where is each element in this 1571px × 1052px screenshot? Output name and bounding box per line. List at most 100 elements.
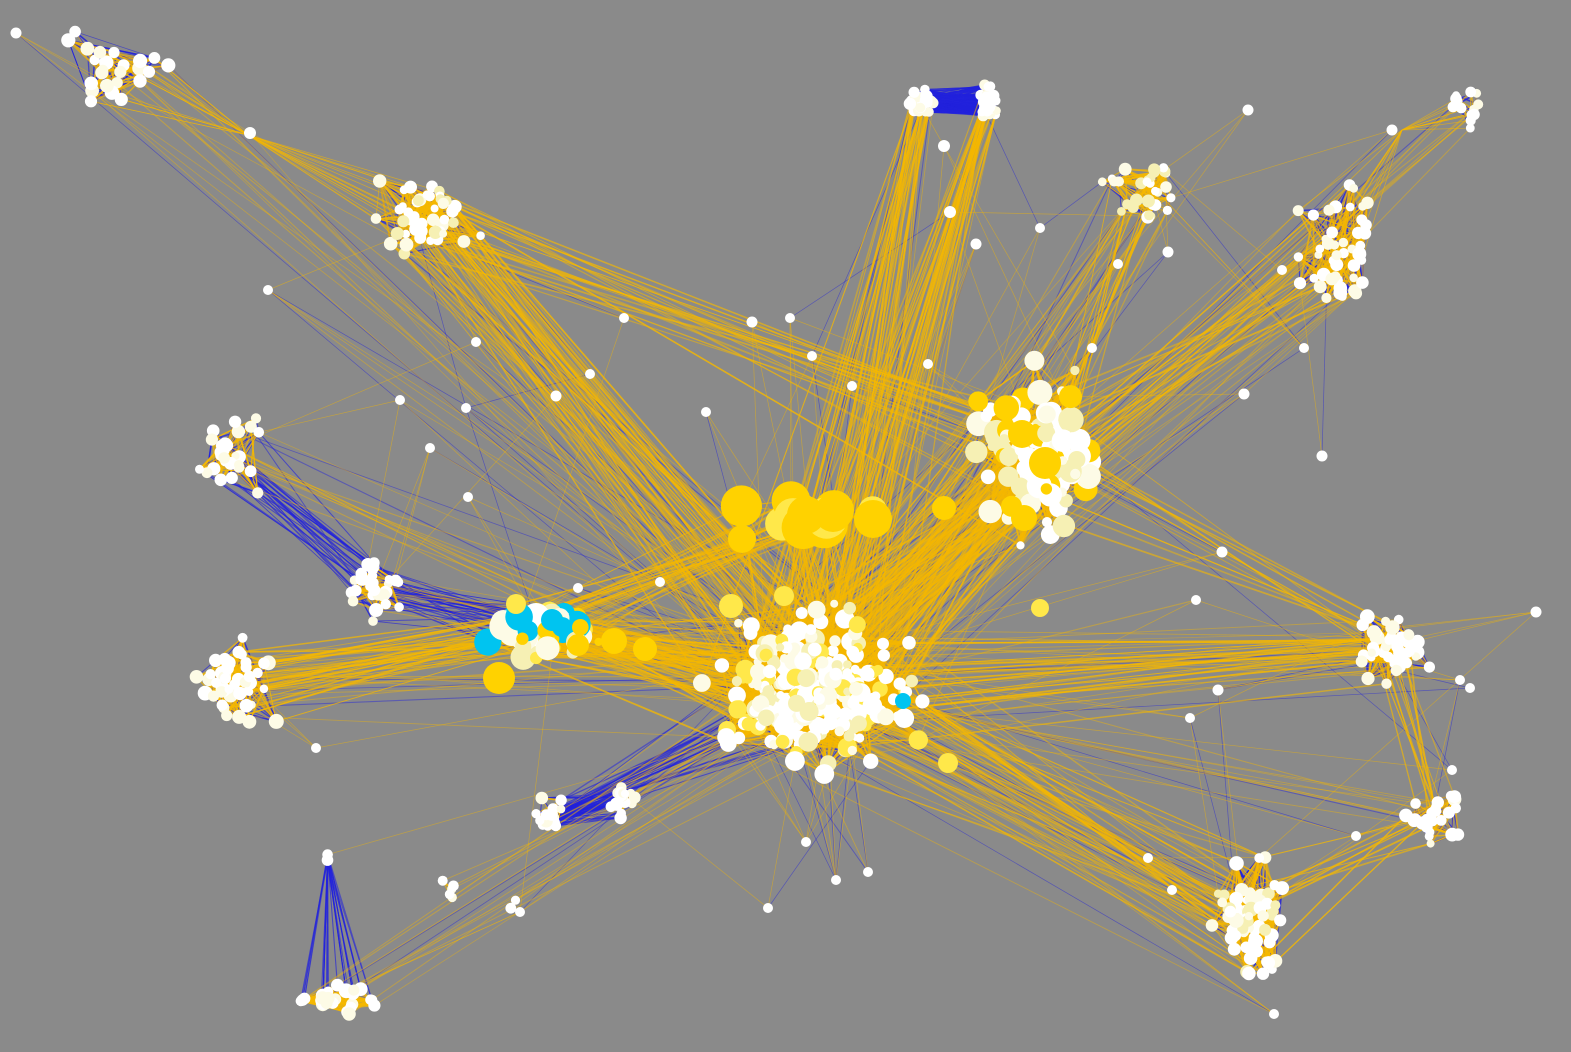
graph-node[interactable] xyxy=(620,789,630,798)
graph-node[interactable] xyxy=(370,213,382,224)
graph-node-highlighted[interactable] xyxy=(552,617,572,637)
graph-node[interactable] xyxy=(905,674,918,688)
graph-node[interactable] xyxy=(1027,379,1053,405)
graph-node[interactable] xyxy=(1059,493,1073,508)
graph-node[interactable] xyxy=(1429,804,1442,817)
graph-node[interactable] xyxy=(1349,183,1359,193)
graph-node[interactable] xyxy=(780,641,793,654)
graph-node[interactable] xyxy=(847,381,857,391)
graph-node[interactable] xyxy=(1227,942,1241,956)
graph-node[interactable] xyxy=(1465,683,1475,693)
graph-node[interactable] xyxy=(232,709,247,724)
graph-node[interactable] xyxy=(993,395,1019,421)
graph-node[interactable] xyxy=(84,76,98,91)
graph-node[interactable] xyxy=(476,231,485,240)
graph-node-highlighted[interactable] xyxy=(601,628,627,654)
graph-node[interactable] xyxy=(446,205,459,218)
graph-node[interactable] xyxy=(1357,247,1366,257)
graph-node[interactable] xyxy=(1421,813,1433,826)
graph-node[interactable] xyxy=(1242,966,1256,981)
graph-node[interactable] xyxy=(390,227,404,240)
graph-node[interactable] xyxy=(1097,177,1107,187)
graph-node[interactable] xyxy=(847,745,857,756)
graph-node[interactable] xyxy=(209,653,223,668)
graph-node[interactable] xyxy=(437,875,448,886)
graph-node[interactable] xyxy=(795,607,808,619)
graph-node[interactable] xyxy=(1242,104,1254,116)
graph-node[interactable] xyxy=(1191,595,1201,605)
graph-node[interactable] xyxy=(1465,123,1475,133)
graph-node[interactable] xyxy=(877,637,889,650)
graph-node[interactable] xyxy=(1224,905,1237,918)
graph-node[interactable] xyxy=(1254,853,1265,863)
graph-node[interactable] xyxy=(404,180,417,194)
graph-node[interactable] xyxy=(1338,237,1349,248)
graph-node[interactable] xyxy=(789,621,809,641)
graph-node[interactable] xyxy=(394,204,405,215)
graph-node[interactable] xyxy=(1117,207,1126,216)
graph-node[interactable] xyxy=(259,684,269,694)
graph-node[interactable] xyxy=(298,992,311,1005)
graph-node[interactable] xyxy=(505,902,517,914)
graph-node[interactable] xyxy=(776,691,785,700)
graph-node[interactable] xyxy=(1425,827,1435,837)
graph-node[interactable] xyxy=(1530,606,1542,618)
graph-node[interactable] xyxy=(1160,181,1172,193)
graph-node[interactable] xyxy=(216,699,228,711)
graph-node[interactable] xyxy=(365,581,375,592)
graph-node[interactable] xyxy=(1381,678,1392,689)
graph-node[interactable] xyxy=(1399,808,1413,823)
graph-node[interactable] xyxy=(1058,406,1084,433)
graph-node[interactable] xyxy=(1162,246,1174,258)
graph-node[interactable] xyxy=(540,809,552,821)
graph-node[interactable] xyxy=(1386,124,1398,136)
graph-node[interactable] xyxy=(368,616,378,626)
graph-node[interactable] xyxy=(1244,912,1254,921)
graph-node[interactable] xyxy=(1127,201,1139,213)
graph-node[interactable] xyxy=(893,677,906,690)
graph-node[interactable] xyxy=(1212,684,1224,696)
graph-node[interactable] xyxy=(785,751,805,771)
graph-node[interactable] xyxy=(1347,259,1361,272)
graph-node[interactable] xyxy=(1367,648,1377,657)
graph-node[interactable] xyxy=(1113,259,1123,269)
graph-node[interactable] xyxy=(1109,176,1120,187)
graph-node[interactable] xyxy=(1455,102,1467,114)
graph-node[interactable] xyxy=(619,313,629,323)
graph-node-highlighted[interactable] xyxy=(814,494,852,532)
graph-node[interactable] xyxy=(1261,956,1276,970)
graph-node[interactable] xyxy=(232,645,245,659)
graph-node[interactable] xyxy=(1426,839,1435,848)
graph-node[interactable] xyxy=(849,721,860,732)
graph-node[interactable] xyxy=(843,660,852,669)
graph-node[interactable] xyxy=(1141,194,1155,208)
graph-node[interactable] xyxy=(944,206,956,218)
graph-node[interactable] xyxy=(573,583,583,593)
graph-node[interactable] xyxy=(366,994,378,1006)
graph-node[interactable] xyxy=(1238,388,1250,400)
graph-node[interactable] xyxy=(555,794,567,806)
graph-node[interactable] xyxy=(234,460,244,470)
graph-node[interactable] xyxy=(114,92,128,106)
graph-node[interactable] xyxy=(142,65,156,78)
graph-node[interactable] xyxy=(701,407,711,417)
graph-node-highlighted[interactable] xyxy=(1029,447,1061,479)
graph-node[interactable] xyxy=(201,467,213,479)
graph-node[interactable] xyxy=(448,217,459,228)
graph-node[interactable] xyxy=(1325,272,1339,286)
graph-node[interactable] xyxy=(1248,933,1263,949)
graph-node[interactable] xyxy=(1292,205,1304,217)
graph-node[interactable] xyxy=(399,237,414,252)
graph-node[interactable] xyxy=(915,102,926,113)
graph-node[interactable] xyxy=(1345,202,1355,212)
graph-node[interactable] xyxy=(805,624,817,635)
graph-node[interactable] xyxy=(734,618,743,628)
graph-node[interactable] xyxy=(1323,204,1335,216)
graph-node[interactable] xyxy=(1402,636,1416,649)
graph-node[interactable] xyxy=(785,313,795,323)
graph-node[interactable] xyxy=(1447,765,1457,775)
graph-node[interactable] xyxy=(1205,919,1219,932)
graph-node[interactable] xyxy=(863,867,873,877)
graph-node[interactable] xyxy=(347,595,359,607)
graph-node-highlighted[interactable] xyxy=(774,586,794,606)
